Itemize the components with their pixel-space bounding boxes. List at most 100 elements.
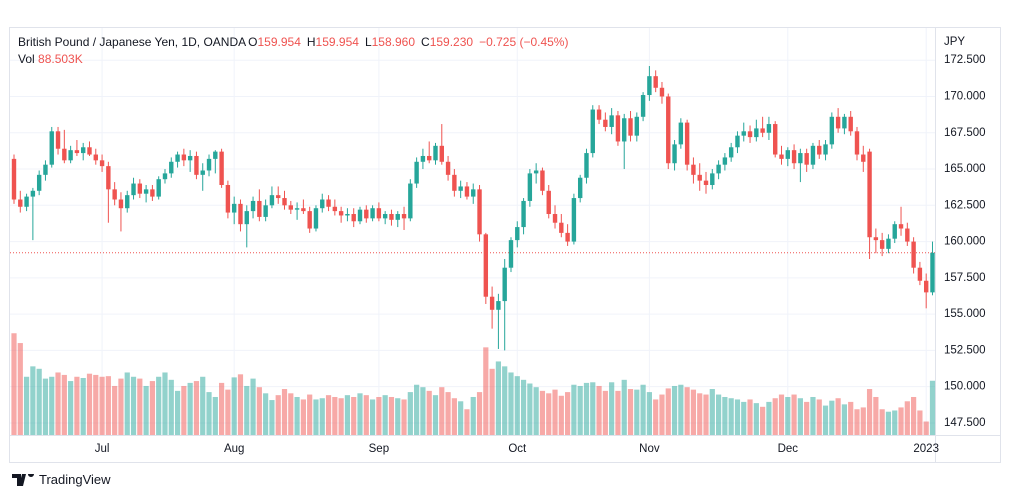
volume-bar: [659, 394, 665, 435]
volume-bar: [162, 372, 168, 435]
volume-bar: [432, 395, 439, 435]
candle-body: [823, 144, 828, 155]
volume-bar: [395, 398, 401, 435]
candle-body: [433, 145, 438, 161]
volume-bar: [112, 385, 118, 435]
candle-body: [326, 199, 331, 207]
volume-bar: [873, 396, 879, 435]
candle-body: [533, 170, 539, 174]
candle-body: [370, 208, 375, 219]
candle-body: [414, 161, 419, 184]
legend: British Pound / Japanese Yen, 1D, OANDA O…: [18, 34, 572, 68]
volume-bar: [124, 372, 130, 435]
volume-bar: [571, 384, 577, 435]
volume-bar: [917, 410, 923, 435]
volume-bar: [74, 376, 80, 435]
volume-bar: [797, 398, 803, 435]
candle-body: [691, 164, 696, 175]
candle-body: [722, 157, 728, 165]
candle-body: [338, 211, 344, 216]
candle-body: [345, 214, 350, 216]
candle-body: [231, 203, 237, 213]
candle-body: [697, 174, 702, 181]
volume-bar: [231, 377, 237, 435]
volume-bar: [105, 376, 111, 435]
volume-bar: [325, 395, 332, 435]
volume-bar: [130, 376, 137, 435]
volume-bar: [577, 385, 583, 435]
x-tick-label: Aug: [224, 443, 244, 455]
grid: [10, 28, 935, 435]
volume-bar: [923, 421, 929, 435]
y-tick-label: 147.500: [944, 417, 986, 429]
candle-body: [666, 96, 671, 164]
volume-bar: [841, 404, 848, 435]
candle-body: [735, 135, 740, 148]
volume-bar: [42, 378, 49, 435]
candle-body: [68, 150, 73, 161]
volume-bar: [36, 368, 42, 435]
candle-body: [892, 224, 897, 239]
volume-bar: [671, 385, 678, 435]
candle-body: [307, 211, 312, 229]
candle-body: [515, 227, 520, 241]
candle-body: [364, 209, 369, 219]
candle-body: [584, 153, 589, 178]
brand-name: TradingView: [39, 472, 111, 487]
volume-bar: [514, 376, 520, 435]
volume-bar: [495, 361, 502, 435]
volume-bar: [344, 395, 351, 435]
volume-bar: [156, 376, 162, 435]
volume-bar: [848, 401, 854, 435]
volume-bar: [250, 378, 256, 435]
candle-body: [546, 190, 551, 215]
volume-bar: [93, 374, 99, 435]
volume-bar: [168, 379, 174, 435]
volume-bar: [219, 382, 225, 435]
volume-bar: [382, 395, 388, 435]
volume-bar: [734, 399, 741, 435]
candle-body: [502, 267, 507, 302]
candle-body: [18, 199, 23, 207]
candle-body: [294, 208, 300, 210]
candle-body: [835, 116, 841, 129]
candle-body: [156, 179, 161, 197]
volume-bar: [772, 398, 778, 435]
candle-body: [30, 190, 36, 197]
volume-bar: [288, 393, 294, 435]
candle-body: [269, 195, 275, 206]
volume-bar: [634, 389, 640, 435]
candle-body: [74, 150, 80, 154]
volume-bar: [741, 401, 747, 435]
candle-body: [754, 128, 759, 138]
candle-body: [439, 145, 444, 162]
candle-body: [143, 189, 149, 194]
legend-line-2: Vol 88.503K: [18, 51, 572, 68]
candle-body: [62, 148, 67, 161]
volume-bar: [61, 374, 67, 435]
candle-body: [458, 186, 463, 191]
volume-bar: [338, 398, 344, 435]
volume-bar: [212, 396, 218, 435]
volume-bar: [294, 396, 300, 435]
candle-body: [527, 173, 533, 201]
volume-bar: [376, 396, 382, 435]
candle-body: [244, 211, 249, 225]
volume-bar: [281, 389, 288, 435]
volume-bar: [778, 394, 785, 435]
y-tick-label: 160.000: [944, 236, 986, 248]
candle-body: [162, 173, 168, 180]
candle-body: [288, 205, 294, 210]
candle-body: [766, 124, 772, 133]
candle-body: [150, 189, 155, 197]
volume-bar: [476, 392, 483, 435]
candle-body: [873, 237, 879, 241]
candle-body: [773, 124, 778, 155]
volume-bar: [351, 396, 357, 435]
candle-body: [577, 177, 583, 199]
y-tick-label: 167.500: [944, 127, 986, 139]
volume-bar: [690, 389, 697, 435]
volume-bar: [414, 384, 420, 435]
volume-bar: [451, 398, 457, 435]
field-value: 159.954: [315, 35, 359, 49]
